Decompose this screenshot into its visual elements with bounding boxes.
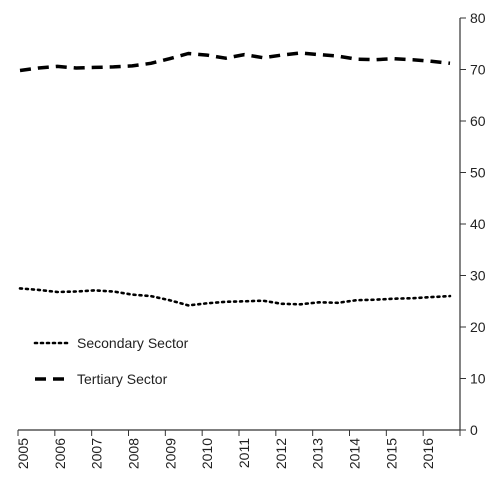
series-line-secondary-sector xyxy=(18,287,452,307)
y-tick-label: 60 xyxy=(470,113,486,129)
y-tick-label: 80 xyxy=(470,10,486,26)
y-tick-label: 10 xyxy=(470,371,486,387)
x-tick-label: 2007 xyxy=(89,438,105,469)
y-tick-label: 50 xyxy=(470,165,486,181)
x-tick-label: 2008 xyxy=(126,438,142,469)
legend-label: Secondary Sector xyxy=(77,335,189,351)
legend-label: Tertiary Sector xyxy=(77,371,168,387)
x-tick-label: 2012 xyxy=(273,438,289,469)
x-tick-label: 2013 xyxy=(310,438,326,469)
x-tick-label: 2016 xyxy=(420,438,436,469)
x-tick-label: 2015 xyxy=(383,438,399,469)
x-tick-label: 2010 xyxy=(199,438,215,469)
y-axis: 0 10 20 30 40 50 60 70 80 xyxy=(459,10,486,438)
y-tick-label: 70 xyxy=(470,62,486,78)
x-tick-label: 2014 xyxy=(347,438,363,469)
x-axis: 2005 2006 2007 2008 2009 2010 2011 2012 2013 2014… xyxy=(15,429,461,469)
x-tick-label: 2005 xyxy=(15,438,31,469)
y-tick-label: 30 xyxy=(470,268,486,284)
x-tick-label: 2011 xyxy=(236,438,252,468)
y-tick-label: 40 xyxy=(470,216,486,232)
y-tick-label: 0 xyxy=(470,422,478,438)
series-line-tertiary-sector xyxy=(19,51,451,73)
x-tick-label: 2009 xyxy=(162,438,178,469)
x-tick-label: 2006 xyxy=(52,438,68,469)
legend: Secondary Sector Tertiary Sector xyxy=(33,335,189,387)
series-layer xyxy=(18,51,452,307)
y-tick-label: 20 xyxy=(470,319,486,335)
